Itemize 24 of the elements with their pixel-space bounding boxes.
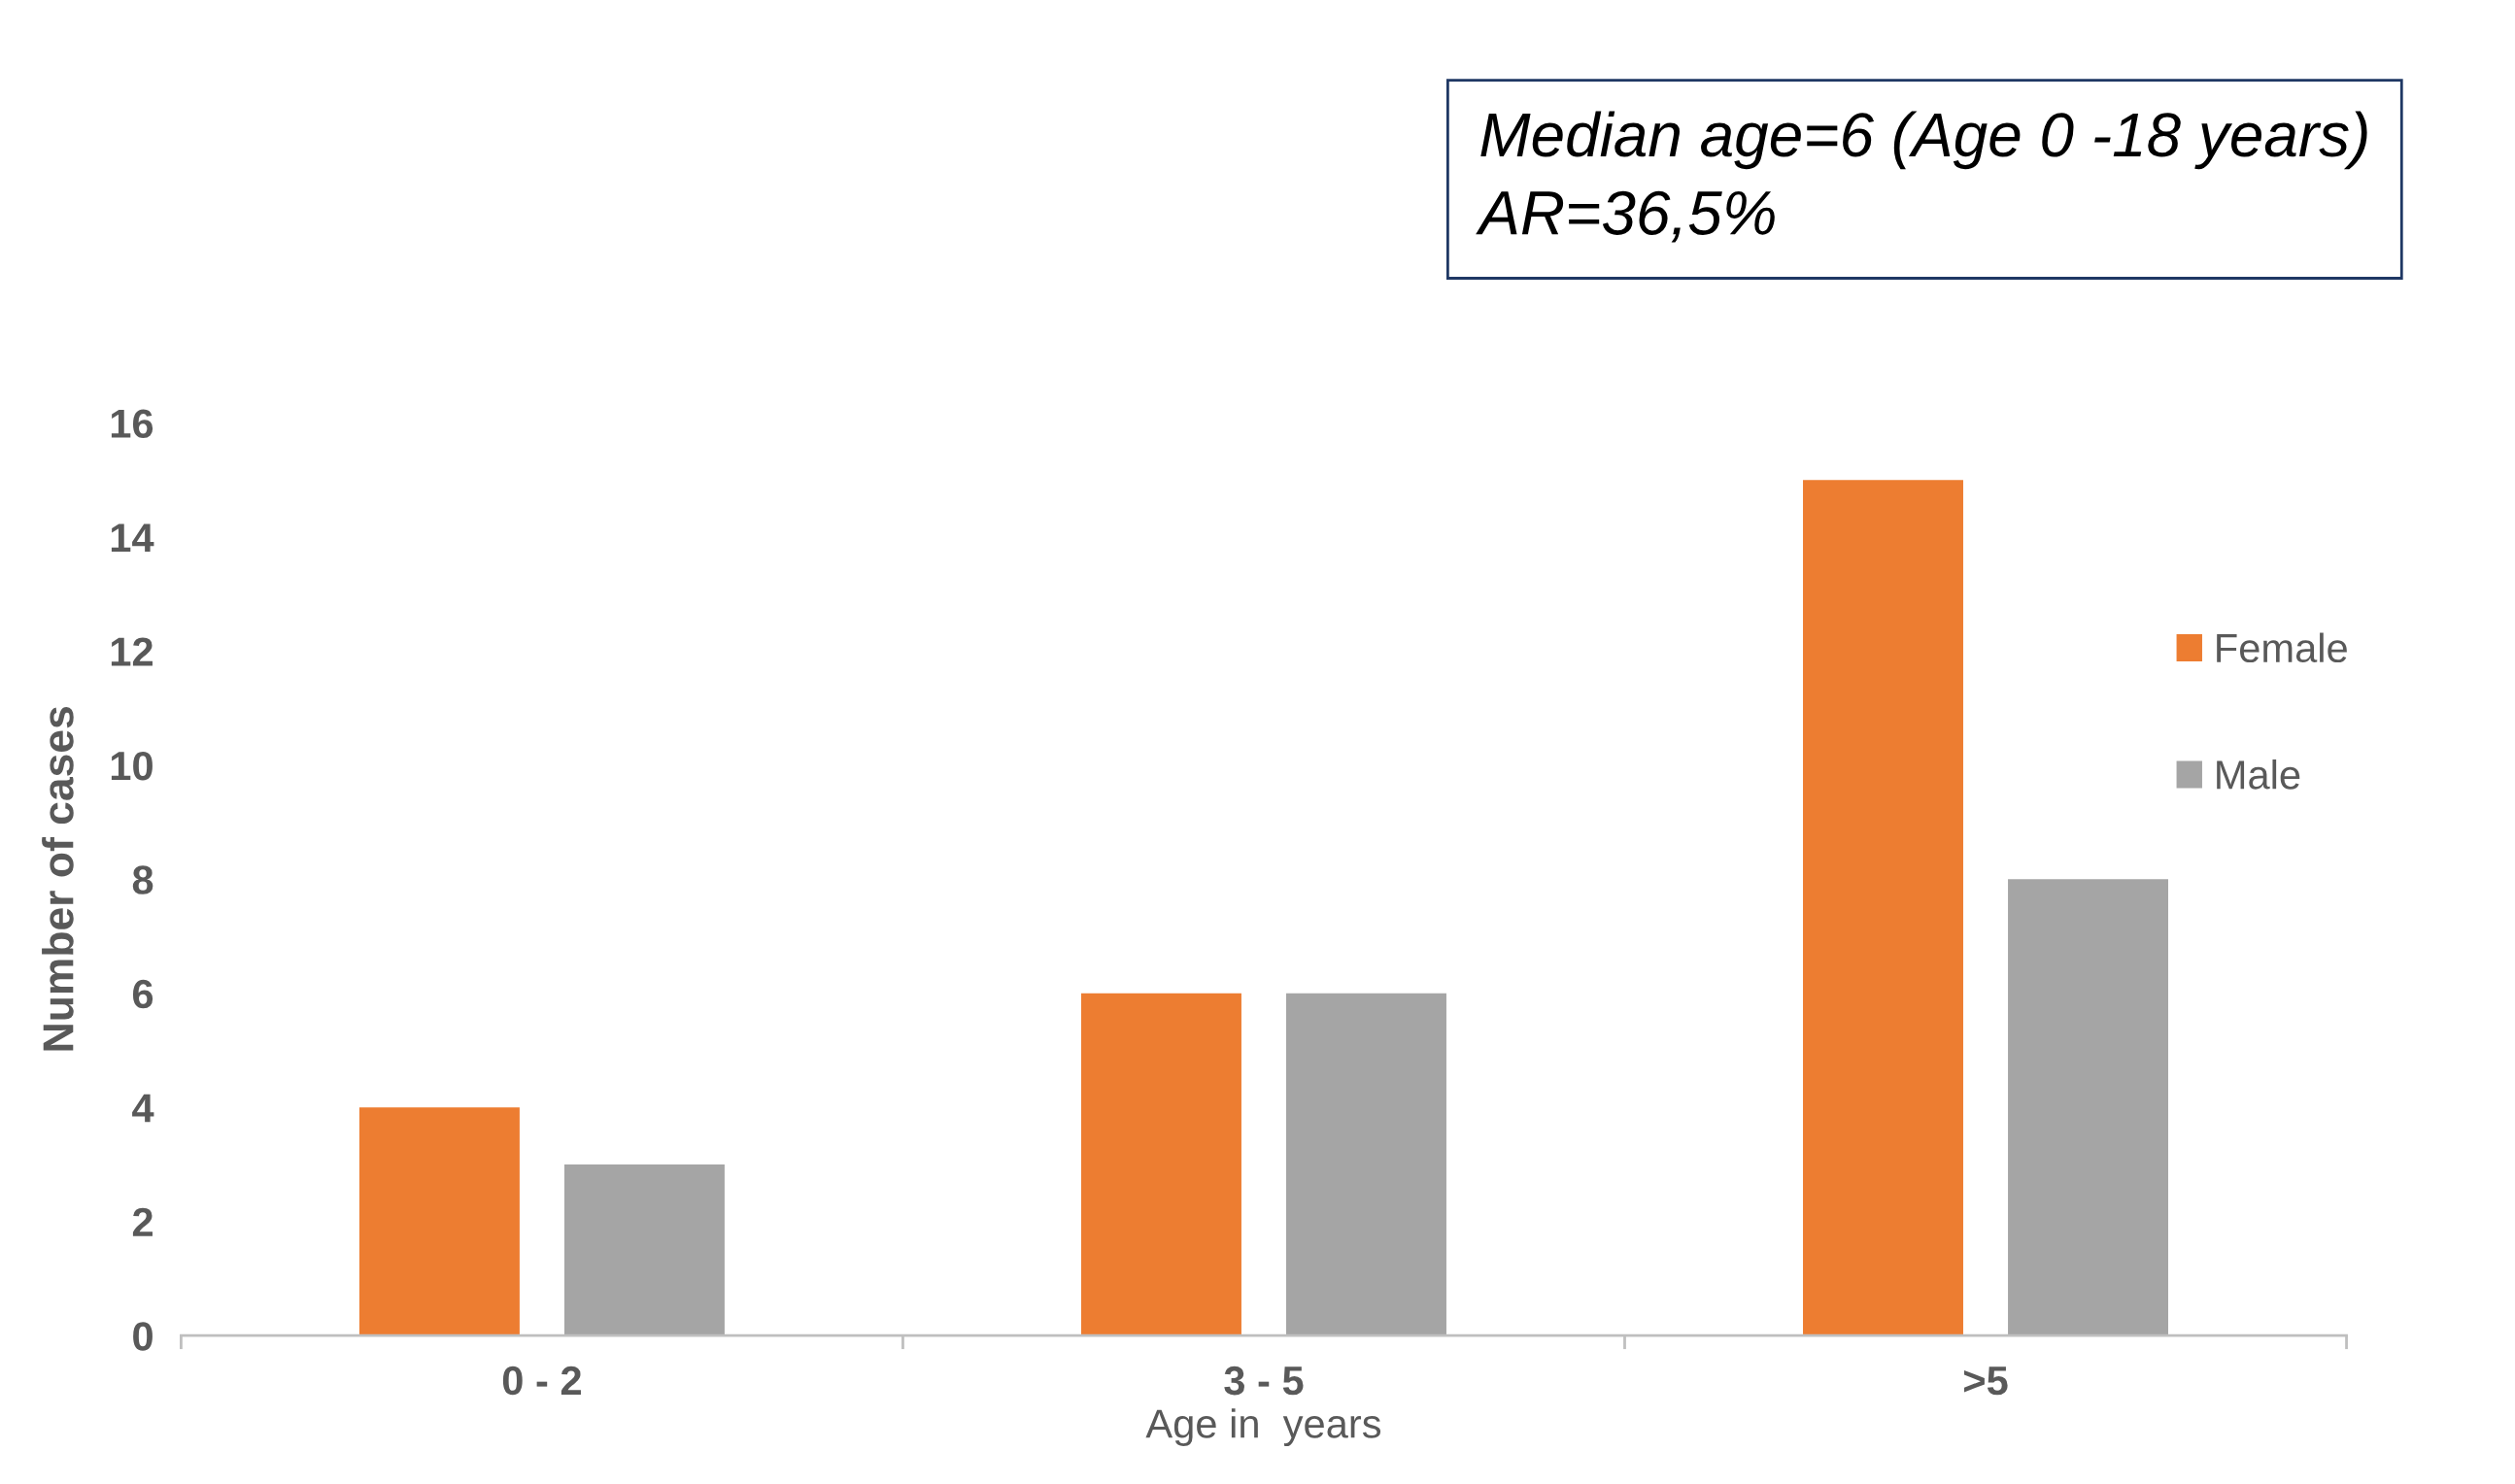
bar <box>1803 480 1963 1336</box>
legend-label: Male <box>2217 759 2300 790</box>
bar <box>2008 879 2169 1336</box>
y-tick-label: 8 <box>132 865 153 894</box>
y-tick-label: 14 <box>111 523 154 553</box>
text: AR=36,5% <box>1476 190 1775 243</box>
bar <box>563 1164 725 1336</box>
bar <box>1286 993 1446 1336</box>
y-tick-label: 16 <box>111 409 153 438</box>
x-tick-label: 0 - 2 <box>502 1366 581 1396</box>
x-axis-title: Age in years <box>1145 1408 1381 1446</box>
y-tick-label: 12 <box>111 637 153 666</box>
y-tick-label: 4 <box>132 1094 154 1123</box>
y-axis-title: Number of cases <box>42 707 74 1051</box>
y-tick-label: 0 <box>133 1322 153 1351</box>
y-tick-label: 10 <box>111 751 153 781</box>
bar <box>358 1107 520 1336</box>
text: Median age=6 (Age 0 -18 years) <box>1480 111 2367 170</box>
y-tick-label: 2 <box>132 1207 153 1236</box>
x-tick-label: 3 - 5 <box>1224 1366 1304 1396</box>
y-tick-label: 6 <box>132 979 153 1009</box>
x-tick-label: >5 <box>1964 1366 2008 1396</box>
bar <box>1080 993 1241 1336</box>
legend-label: Female <box>2217 632 2347 663</box>
